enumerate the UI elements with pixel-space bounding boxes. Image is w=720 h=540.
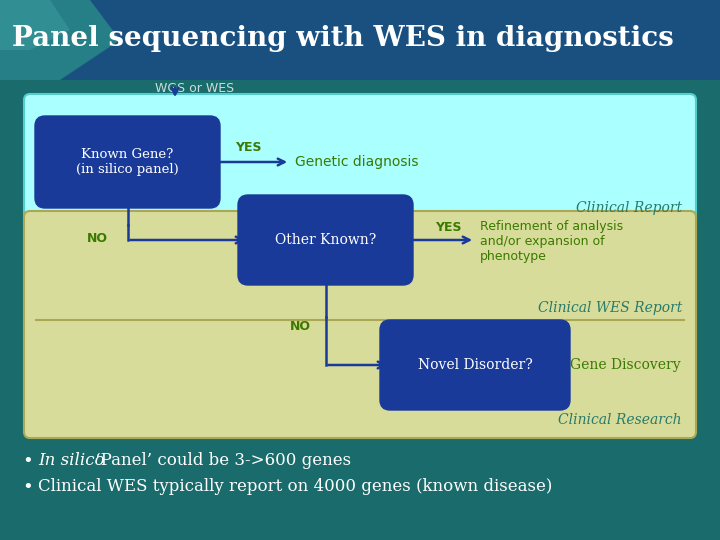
Text: WGS or WES: WGS or WES xyxy=(155,82,234,94)
FancyBboxPatch shape xyxy=(238,195,413,285)
Text: In silico: In silico xyxy=(38,452,104,469)
FancyBboxPatch shape xyxy=(0,0,720,80)
FancyBboxPatch shape xyxy=(24,94,696,228)
Text: Clinical WES typically report on 4000 genes (known disease): Clinical WES typically report on 4000 ge… xyxy=(38,478,552,495)
Polygon shape xyxy=(0,0,120,80)
Text: Refinement of analysis
and/or expansion of
phenotype: Refinement of analysis and/or expansion … xyxy=(480,220,623,263)
Text: •: • xyxy=(22,452,32,470)
Polygon shape xyxy=(0,0,70,50)
Text: •: • xyxy=(22,478,32,496)
Text: Other Known?: Other Known? xyxy=(275,233,376,247)
Text: NO: NO xyxy=(289,320,310,333)
Text: Clinical Research: Clinical Research xyxy=(559,413,682,427)
Text: YES: YES xyxy=(435,221,462,234)
Text: Clinical WES Report: Clinical WES Report xyxy=(538,301,682,315)
FancyBboxPatch shape xyxy=(24,211,696,438)
FancyBboxPatch shape xyxy=(0,80,720,540)
FancyBboxPatch shape xyxy=(380,320,570,410)
Text: Genetic diagnosis: Genetic diagnosis xyxy=(295,155,418,169)
Text: Novel Disorder?: Novel Disorder? xyxy=(418,358,532,372)
Text: Gene Discovery: Gene Discovery xyxy=(570,358,680,372)
Text: NO: NO xyxy=(86,232,107,245)
Text: Panel sequencing with WES in diagnostics: Panel sequencing with WES in diagnostics xyxy=(12,24,674,51)
FancyBboxPatch shape xyxy=(35,116,220,208)
Text: YES: YES xyxy=(235,141,261,154)
Text: Clinical Report: Clinical Report xyxy=(576,201,682,215)
Text: Known Gene?
(in silico panel): Known Gene? (in silico panel) xyxy=(76,148,179,176)
Text: ‘Panel’ could be 3->600 genes: ‘Panel’ could be 3->600 genes xyxy=(90,452,351,469)
